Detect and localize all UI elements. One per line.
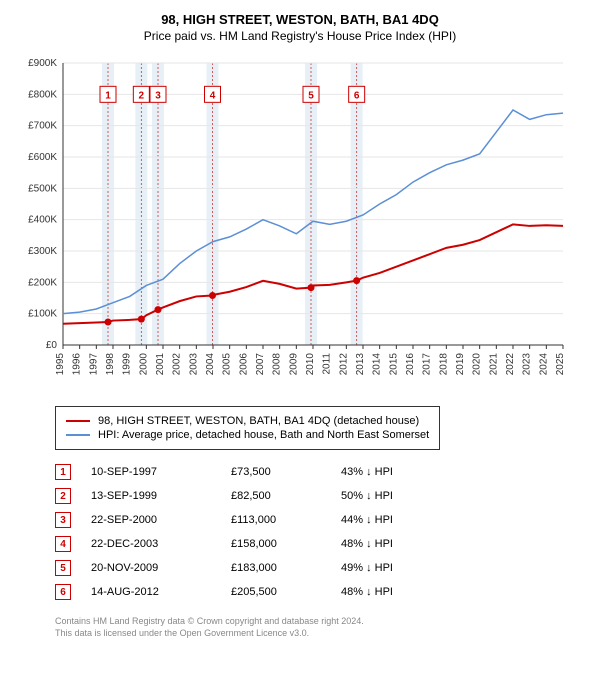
svg-text:1999: 1999 <box>122 353 133 376</box>
legend: 98, HIGH STREET, WESTON, BATH, BA1 4DQ (… <box>55 406 440 450</box>
legend-label-property: 98, HIGH STREET, WESTON, BATH, BA1 4DQ (… <box>98 415 419 427</box>
svg-text:2015: 2015 <box>388 353 399 376</box>
svg-text:2025: 2025 <box>555 353 566 376</box>
svg-text:£200K: £200K <box>28 277 57 288</box>
svg-text:2000: 2000 <box>138 353 149 376</box>
svg-text:5: 5 <box>308 90 314 101</box>
svg-text:2008: 2008 <box>272 353 283 376</box>
footer-attribution: Contains HM Land Registry data © Crown c… <box>55 616 585 639</box>
sale-marker-4: 4 <box>55 536 71 552</box>
footer-line1: Contains HM Land Registry data © Crown c… <box>55 616 585 628</box>
sales-row: 1 10-SEP-1997£73,50043% ↓ HPI <box>55 460 585 484</box>
sale-price: £113,000 <box>231 514 341 526</box>
sales-row: 4 22-DEC-2003£158,00048% ↓ HPI <box>55 532 585 556</box>
legend-label-hpi: HPI: Average price, detached house, Bath… <box>98 429 429 441</box>
svg-text:2013: 2013 <box>355 353 366 376</box>
svg-text:1996: 1996 <box>72 353 83 376</box>
legend-row-hpi: HPI: Average price, detached house, Bath… <box>66 429 429 441</box>
sale-price: £183,000 <box>231 562 341 574</box>
svg-text:2016: 2016 <box>405 353 416 376</box>
sale-marker-3: 3 <box>55 512 71 528</box>
legend-swatch-hpi <box>66 434 90 436</box>
chart-subtitle: Price paid vs. HM Land Registry's House … <box>15 29 585 43</box>
svg-text:£800K: £800K <box>28 89 57 100</box>
svg-text:2018: 2018 <box>438 353 449 376</box>
sale-hpi: 43% ↓ HPI <box>341 466 441 478</box>
svg-text:2006: 2006 <box>238 353 249 376</box>
svg-text:2007: 2007 <box>255 353 266 376</box>
svg-text:2004: 2004 <box>205 353 216 376</box>
svg-text:2014: 2014 <box>372 353 383 376</box>
svg-text:3: 3 <box>155 90 161 101</box>
sale-hpi: 48% ↓ HPI <box>341 586 441 598</box>
price-chart: £0 £100K £200K £300K £400K £500K £600K £700K £80… <box>15 53 585 398</box>
sale-marker-1: 1 <box>55 464 71 480</box>
svg-text:2005: 2005 <box>222 353 233 376</box>
sale-date: 14-AUG-2012 <box>91 586 231 598</box>
sale-price: £158,000 <box>231 538 341 550</box>
sale-date: 22-SEP-2000 <box>91 514 231 526</box>
sale-hpi: 44% ↓ HPI <box>341 514 441 526</box>
svg-text:2017: 2017 <box>422 353 433 376</box>
sale-date: 20-NOV-2009 <box>91 562 231 574</box>
svg-text:£600K: £600K <box>28 152 57 163</box>
svg-text:2010: 2010 <box>305 353 316 376</box>
sales-row: 3 22-SEP-2000£113,00044% ↓ HPI <box>55 508 585 532</box>
svg-text:£400K: £400K <box>28 215 57 226</box>
svg-text:2022: 2022 <box>505 353 516 376</box>
svg-text:£300K: £300K <box>28 246 57 257</box>
svg-text:2002: 2002 <box>172 353 183 376</box>
sale-date: 13-SEP-1999 <box>91 490 231 502</box>
sale-marker-2: 2 <box>55 488 71 504</box>
legend-swatch-property <box>66 420 90 422</box>
chart-title: 98, HIGH STREET, WESTON, BATH, BA1 4DQ <box>15 12 585 27</box>
svg-text:2009: 2009 <box>288 353 299 376</box>
svg-text:2020: 2020 <box>472 353 483 376</box>
svg-text:£900K: £900K <box>28 58 57 69</box>
svg-text:2001: 2001 <box>155 353 166 376</box>
svg-text:£0: £0 <box>46 340 58 351</box>
sale-price: £82,500 <box>231 490 341 502</box>
sale-marker-6: 6 <box>55 584 71 600</box>
svg-text:2011: 2011 <box>322 353 333 375</box>
sales-table: 1 10-SEP-1997£73,50043% ↓ HPI 2 13-SEP-1999… <box>55 460 585 604</box>
svg-text:2012: 2012 <box>338 353 349 376</box>
sale-hpi: 48% ↓ HPI <box>341 538 441 550</box>
legend-row-property: 98, HIGH STREET, WESTON, BATH, BA1 4DQ (… <box>66 415 429 427</box>
sale-date: 10-SEP-1997 <box>91 466 231 478</box>
svg-text:2003: 2003 <box>188 353 199 376</box>
sale-price: £73,500 <box>231 466 341 478</box>
sales-row: 5 20-NOV-2009£183,00049% ↓ HPI <box>55 556 585 580</box>
sale-hpi: 49% ↓ HPI <box>341 562 441 574</box>
sale-date: 22-DEC-2003 <box>91 538 231 550</box>
svg-text:£700K: £700K <box>28 121 57 132</box>
footer-line2: This data is licensed under the Open Gov… <box>55 628 585 640</box>
svg-text:2023: 2023 <box>522 353 533 376</box>
sale-hpi: 50% ↓ HPI <box>341 490 441 502</box>
sale-marker-5: 5 <box>55 560 71 576</box>
svg-text:1997: 1997 <box>88 353 99 376</box>
svg-text:1995: 1995 <box>55 353 66 376</box>
sales-row: 2 13-SEP-1999£82,50050% ↓ HPI <box>55 484 585 508</box>
svg-text:1: 1 <box>105 90 111 101</box>
svg-text:2019: 2019 <box>455 353 466 376</box>
svg-text:2024: 2024 <box>538 353 549 376</box>
svg-text:6: 6 <box>354 90 360 101</box>
svg-text:1998: 1998 <box>105 353 116 376</box>
chart-svg: £0 £100K £200K £300K £400K £500K £600K £700K £80… <box>15 53 575 393</box>
svg-text:2021: 2021 <box>488 353 499 376</box>
sale-price: £205,500 <box>231 586 341 598</box>
svg-text:4: 4 <box>210 90 216 101</box>
svg-text:£500K: £500K <box>28 183 57 194</box>
svg-text:2: 2 <box>139 90 145 101</box>
svg-text:£100K: £100K <box>28 309 57 320</box>
sales-row: 6 14-AUG-2012£205,50048% ↓ HPI <box>55 580 585 604</box>
